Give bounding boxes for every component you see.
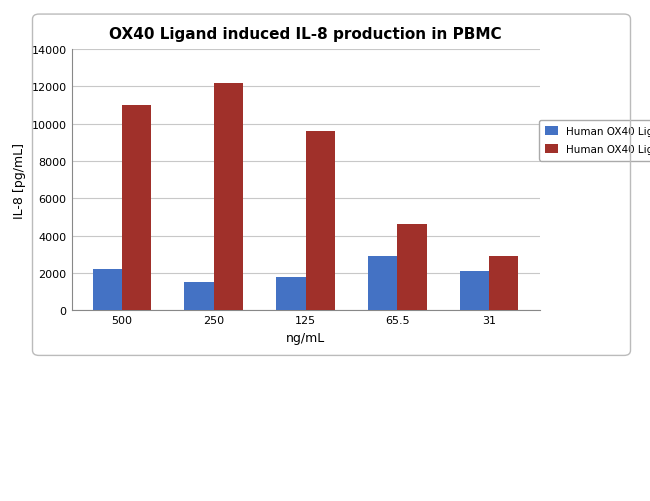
Y-axis label: IL-8 [pg/mL]: IL-8 [pg/mL] — [13, 142, 26, 218]
Bar — [214, 84, 243, 311]
Bar — [185, 283, 214, 311]
Bar — [276, 277, 306, 311]
Title: OX40 Ligand induced IL-8 production in PBMC: OX40 Ligand induced IL-8 production in P… — [109, 27, 502, 42]
Bar — [368, 257, 397, 311]
Bar — [489, 257, 518, 311]
Bar — [306, 132, 335, 311]
Bar — [122, 106, 151, 311]
Bar — [397, 225, 426, 311]
Legend: Human OX40 Ligand; Competitor, Human OX40 Ligand; PeproTech: Human OX40 Ligand; Competitor, Human OX4… — [539, 120, 650, 161]
X-axis label: ng/mL: ng/mL — [286, 331, 325, 344]
Bar — [93, 270, 122, 311]
Bar — [460, 272, 489, 311]
